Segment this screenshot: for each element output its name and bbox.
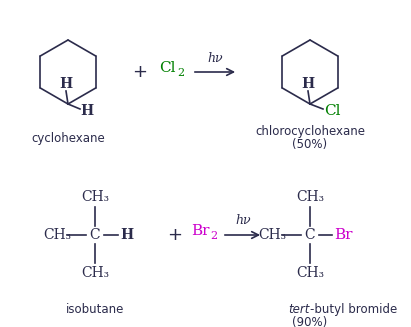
Text: Br: Br	[191, 224, 209, 238]
Text: cyclohexane: cyclohexane	[31, 132, 105, 145]
Text: +: +	[168, 226, 182, 244]
Text: C: C	[90, 228, 100, 242]
Text: CH₃: CH₃	[296, 266, 324, 280]
Text: 2: 2	[178, 68, 185, 78]
Text: H: H	[81, 104, 94, 118]
Text: CH₃: CH₃	[43, 228, 71, 242]
Text: Cl: Cl	[324, 104, 340, 118]
Text: -butyl bromide: -butyl bromide	[310, 303, 397, 316]
Text: (50%): (50%)	[293, 138, 328, 151]
Text: H: H	[60, 77, 73, 91]
Text: chlorocyclohexane: chlorocyclohexane	[255, 125, 365, 138]
Text: (90%): (90%)	[292, 316, 328, 327]
Text: hν: hν	[235, 215, 251, 228]
Text: tert: tert	[289, 303, 310, 316]
Text: isobutane: isobutane	[66, 303, 124, 316]
Text: Br: Br	[334, 228, 352, 242]
Text: CH₃: CH₃	[296, 190, 324, 204]
Text: CH₃: CH₃	[258, 228, 286, 242]
Text: hν: hν	[207, 51, 223, 64]
Text: 2: 2	[210, 231, 217, 241]
Text: H: H	[301, 77, 314, 91]
Text: CH₃: CH₃	[81, 266, 109, 280]
Text: +: +	[132, 63, 148, 81]
Text: C: C	[305, 228, 315, 242]
Text: Cl: Cl	[159, 61, 175, 75]
Text: CH₃: CH₃	[81, 190, 109, 204]
Text: H: H	[120, 228, 134, 242]
